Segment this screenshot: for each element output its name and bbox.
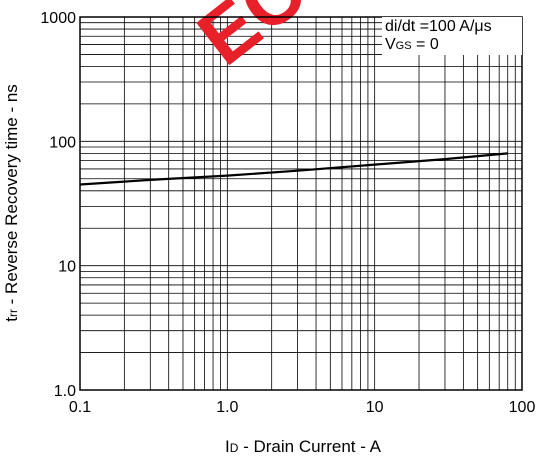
annotation-didt: di/dt =100 A/μs [385,18,492,35]
x-tick-label: 100 [509,399,536,416]
y-axis-label-sub: rr [6,309,20,317]
annotation-vgs-main: V [385,36,396,53]
annotation-vgs-sub: GS [396,40,412,52]
annotation-box: di/dt =100 A/μs VGS = 0 [382,17,522,55]
chart-grid [80,17,522,390]
series-line [79,152,508,186]
x-axis-label-rest: - Drain Current - A [238,437,381,456]
y-axis-label-rest: - Reverse Recovery time - ns [2,84,21,309]
series-group [79,152,508,186]
annotation-background [382,17,522,55]
x-axis-label-sub: D [230,441,239,455]
annotation-vgs: VGS = 0 [385,36,439,53]
x-tick-label: 10 [366,399,384,416]
x-tick-label: 0.1 [69,399,91,416]
y-tick-label: 10 [58,259,76,276]
y-tick-labels: 1.0 10 100 1000 [40,10,76,400]
y-tick-label: 1000 [40,10,76,27]
annotation-vgs-rest: = 0 [412,36,439,53]
watermark-text: EC [182,0,322,82]
x-axis-label-main: I [225,437,230,456]
y-tick-label: 1.0 [54,383,76,400]
x-axis-label: ID - Drain Current - A [225,437,382,456]
plot-frame [79,16,523,391]
x-tick-label: 1.0 [216,399,238,416]
watermark: EC [182,0,322,82]
y-tick-label: 100 [49,134,76,151]
x-tick-labels: 0.1 1.0 10 100 [69,399,536,416]
y-axis-label-main: t [2,317,21,322]
y-axis-label: trr - Reverse Recovery time - ns [2,84,21,322]
